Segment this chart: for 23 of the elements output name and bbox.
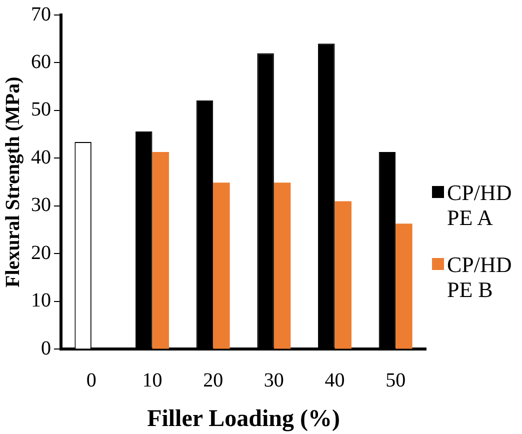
legend-label: CP/HDPE B: [447, 252, 513, 302]
bar: [213, 182, 230, 349]
y-tick-label: 70: [31, 3, 51, 26]
y-tick-label: 50: [31, 98, 51, 121]
y-tick-label: 40: [31, 146, 51, 168]
x-tick-label: 20: [203, 369, 224, 392]
x-tick-label: 30: [264, 369, 284, 392]
y-tick-label: 0: [41, 337, 51, 360]
y-axis-title: Flexural Strength (MPa): [2, 76, 24, 288]
x-tick-label: 0: [86, 369, 96, 392]
x-axis-title: Filler Loading (%): [147, 406, 340, 432]
y-tick-label: 20: [31, 242, 51, 264]
x-tick-label: 50: [386, 369, 406, 392]
x-tick-label: 10: [142, 369, 162, 392]
legend-label: CP/HDPE A: [447, 180, 513, 230]
bar: [334, 201, 352, 349]
bar: [152, 152, 169, 349]
y-tick-label: 30: [31, 194, 51, 216]
bar: [274, 182, 291, 349]
y-tick-label: 60: [31, 50, 51, 73]
bar: [396, 224, 412, 349]
x-tick-label: 40: [324, 369, 345, 392]
y-tick-label: 10: [31, 290, 51, 312]
